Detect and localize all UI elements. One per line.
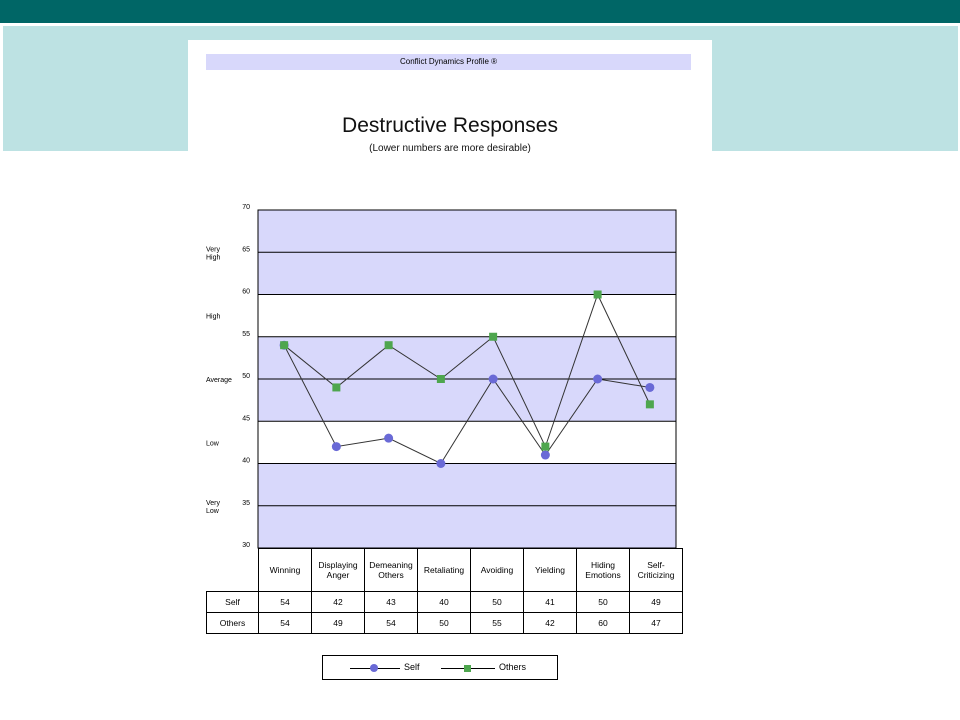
range-band [258,421,676,464]
y-tick-label: 50 [242,373,250,380]
header-line: Anger [326,570,350,580]
range-band-label: Average [206,377,232,384]
series-line-self [283,344,650,465]
y-tick-label: 45 [242,415,250,422]
y-tick-label: 60 [242,289,250,296]
table-cell: 49 [311,612,365,634]
chart-title: Destructive Responses [342,114,558,137]
data-point-others [436,375,445,383]
data-point-others [489,332,498,341]
data-point-self [384,433,394,443]
legend-others-marker [464,665,471,672]
header-line: Criticizing [637,570,675,580]
y-tick-label: 35 [242,500,250,507]
table-cell: 60 [576,612,630,634]
data-point-self [436,459,446,468]
data-point-others [541,442,550,451]
y-tick-label: 70 [242,204,250,211]
table-cell: 50 [417,612,471,634]
range-band-label: Low [206,440,220,447]
y-tick-label: 65 [242,246,250,253]
header-line: Hiding [590,560,616,570]
data-point-others [645,400,654,409]
data-point-self [593,374,603,384]
table-header-cell: Avoiding [470,548,524,592]
data-point-others [593,290,602,299]
table-header-cell: Yielding [523,548,577,592]
range-band-label: Very [206,500,221,507]
table-cell: 42 [311,591,365,613]
table-cell: 54 [258,591,312,613]
legend-self-marker [370,664,378,672]
legend-others-label: Others [499,662,527,672]
data-point-self [540,450,550,460]
report-name: Conflict Dynamics Profile ® [206,54,691,70]
table-cell: 43 [364,591,418,613]
series-line-others [283,293,651,448]
header-line: Avoiding [480,565,514,575]
row-label: Self [206,591,259,613]
data-point-others [384,341,393,350]
table-header-cell: Hiding Emotions [576,548,630,592]
data-point-self [645,382,655,392]
legend-self-label: Self [404,662,420,672]
table-row-others: Others 54 49 54 50 55 42 60 47 [206,612,683,634]
table-cell: 41 [523,591,577,613]
table-header-cell: Displaying Anger [311,548,365,592]
table-cell: 42 [523,612,577,634]
data-point-self [331,442,341,452]
table-cell: 55 [470,612,524,634]
range-band-label: High [206,314,221,321]
header-line: Others [378,570,404,580]
y-tick-label: 55 [242,331,250,338]
range-band [258,294,676,337]
table-row-self: Self 54 42 43 40 50 41 50 49 [206,591,683,613]
header-line: Displaying [318,560,358,570]
score-table: Winning Displaying Anger Demeaning Others … [206,548,683,634]
y-tick-label: 40 [242,458,250,465]
range-band-label: Very [206,246,221,253]
header-line: Self- [647,560,665,570]
table-cell: 54 [258,612,312,634]
data-point-others [332,383,341,392]
table-header-cell: Self- Criticizing [629,548,683,592]
table-cell: 47 [629,612,683,634]
table-header-cell: Retaliating [417,548,471,592]
table-cell: 49 [629,591,683,613]
table-corner [206,548,259,592]
table-cell: 40 [417,591,471,613]
row-label: Others [206,612,259,634]
table-header-cell: Winning [258,548,312,592]
table-header-cell: Demeaning Others [364,548,418,592]
data-point-self [488,374,498,384]
header-line: Emotions [585,570,621,580]
range-band-label: Low [206,508,220,515]
header-line: Demeaning [369,560,413,570]
data-point-others [280,341,289,350]
top-bar [0,0,960,23]
table-cell: 50 [470,591,524,613]
y-tick-label: 30 [242,542,250,549]
range-band-label: High [206,254,221,261]
table-header-row: Winning Displaying Anger Demeaning Others … [206,548,683,592]
header-line: Winning [269,565,301,575]
table-cell: 50 [576,591,630,613]
chart-legend: Self Others [322,655,558,680]
table-cell: 54 [364,612,418,634]
header-line: Retaliating [423,565,465,575]
header-line: Yielding [535,565,565,575]
chart-subtitle: (Lower numbers are more desirable) [369,143,531,154]
